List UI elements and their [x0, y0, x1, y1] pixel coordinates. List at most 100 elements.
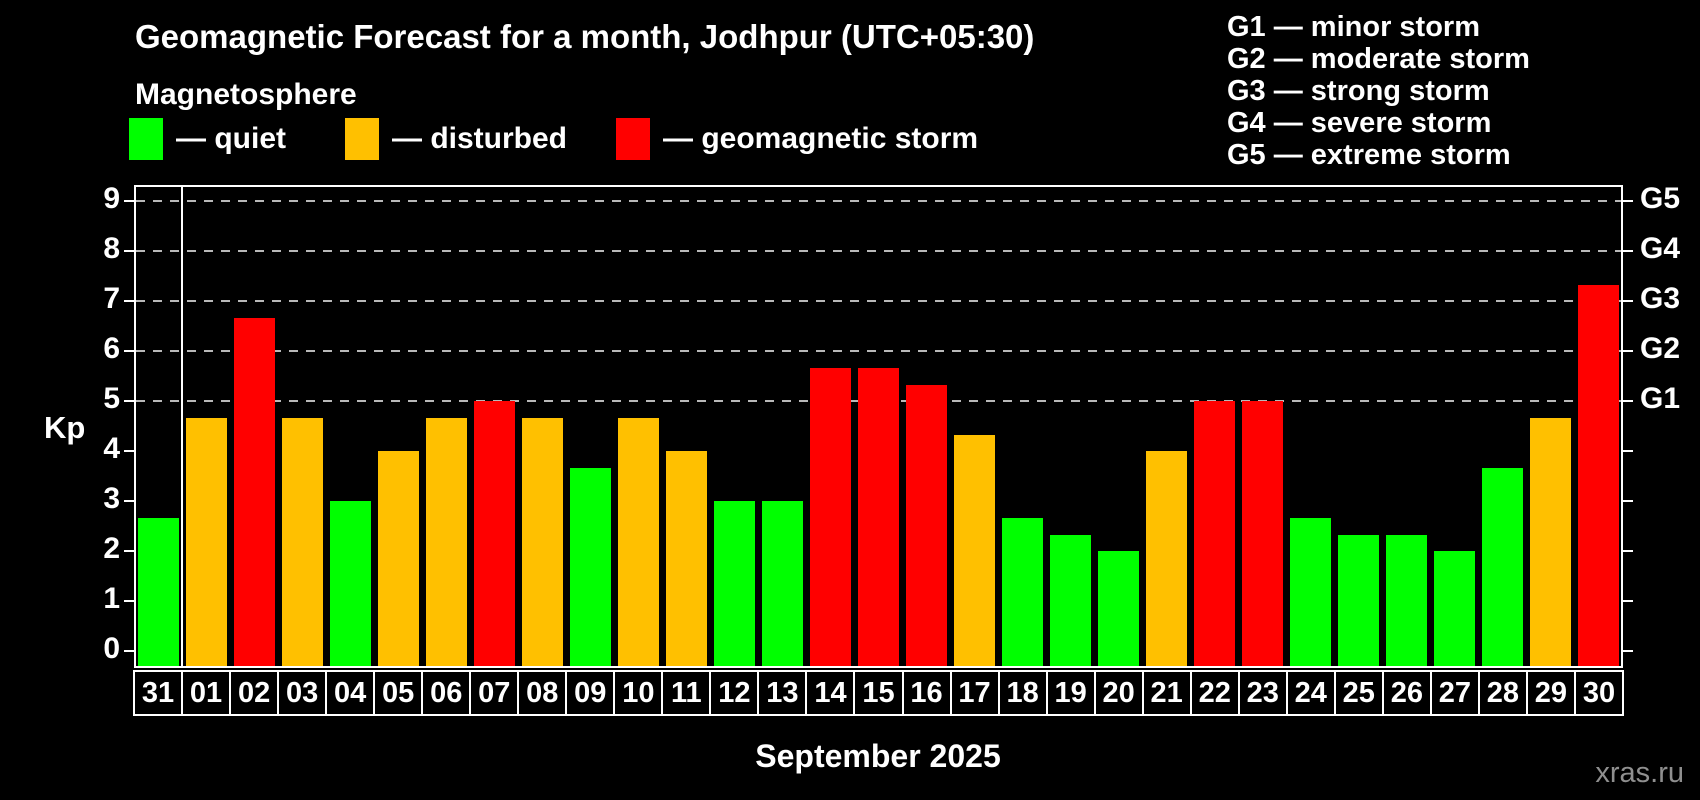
watermark: xras.ru — [1595, 757, 1684, 789]
x-tick-label-05: 05 — [373, 670, 424, 716]
x-tick-label-07: 07 — [469, 670, 520, 716]
y-tick-right-1 — [1623, 600, 1633, 602]
kp-bar-day-24 — [1290, 517, 1332, 666]
kp-bar-day-04 — [329, 501, 371, 666]
x-tick-label-24: 24 — [1285, 670, 1336, 716]
kp-bar-day-20 — [1098, 551, 1140, 666]
kp-bar-day-09 — [569, 467, 611, 666]
y-tick-label-6: 6 — [103, 332, 120, 365]
g-axis-label-G5: G5 — [1640, 182, 1681, 215]
chart-title: Geomagnetic Forecast for a month, Jodhpu… — [135, 18, 1035, 55]
g-legend-line-1: G1 — minor storm — [1227, 11, 1480, 43]
x-tick-label-10: 10 — [613, 670, 664, 716]
y-tick-right-9 — [1623, 200, 1633, 202]
kp-bar-day-30 — [1578, 284, 1620, 666]
x-tick-label-04: 04 — [325, 670, 376, 716]
month-separator-line — [181, 187, 184, 666]
y-tick-right-4 — [1623, 450, 1633, 452]
y-tick-right-3 — [1623, 500, 1633, 502]
kp-bar-day-07 — [473, 401, 515, 666]
kp-bar-day-23 — [1242, 401, 1284, 666]
kp-bar-day-14 — [809, 367, 851, 666]
kp-bar-day-31 — [137, 517, 179, 666]
gridline-kp8 — [136, 250, 1621, 252]
legend-label-quiet: — quiet — [176, 122, 286, 155]
y-tick-label-0: 0 — [103, 632, 120, 665]
y-axis-label: Kp — [44, 410, 86, 445]
g-legend-line-4: G4 — severe storm — [1227, 107, 1492, 139]
x-tick-label-14: 14 — [805, 670, 856, 716]
y-tick-right-8 — [1623, 250, 1633, 252]
g-legend-line-2: G2 — moderate storm — [1227, 43, 1530, 75]
y-tick-right-2 — [1623, 550, 1633, 552]
x-tick-label-17: 17 — [949, 670, 1000, 716]
g-axis-label-G1: G1 — [1640, 382, 1681, 415]
legend-swatch-quiet — [129, 118, 163, 160]
x-tick-label-03: 03 — [277, 670, 328, 716]
x-tick-label-06: 06 — [421, 670, 472, 716]
x-tick-label-19: 19 — [1045, 670, 1096, 716]
x-tick-label-22: 22 — [1189, 670, 1240, 716]
x-tick-label-31: 31 — [133, 670, 184, 716]
y-tick-label-9: 9 — [103, 182, 120, 215]
y-tick-left-4 — [124, 450, 134, 452]
legend-label-disturbed: — disturbed — [392, 122, 568, 155]
x-tick-label-28: 28 — [1477, 670, 1528, 716]
y-tick-label-5: 5 — [103, 382, 120, 415]
legend-label-storm: — geomagnetic storm — [663, 122, 979, 155]
x-tick-label-08: 08 — [517, 670, 568, 716]
y-tick-right-7 — [1623, 300, 1633, 302]
g-legend-line-3: G3 — strong storm — [1227, 75, 1490, 107]
y-tick-label-1: 1 — [103, 582, 120, 615]
kp-bar-day-05 — [377, 451, 419, 666]
gridline-kp9 — [136, 200, 1621, 202]
g-axis-label-G2: G2 — [1640, 332, 1681, 365]
y-tick-label-8: 8 — [103, 232, 120, 265]
y-tick-left-6 — [124, 350, 134, 352]
y-tick-left-8 — [124, 250, 134, 252]
kp-bar-day-16 — [906, 384, 948, 666]
g-legend-line-5: G5 — extreme storm — [1227, 139, 1511, 171]
x-tick-label-01: 01 — [181, 670, 232, 716]
x-tick-label-23: 23 — [1237, 670, 1288, 716]
y-tick-label-7: 7 — [103, 282, 120, 315]
x-tick-label-20: 20 — [1093, 670, 1144, 716]
x-tick-label-02: 02 — [229, 670, 280, 716]
x-tick-label-09: 09 — [565, 670, 616, 716]
kp-bar-day-27 — [1434, 551, 1476, 666]
kp-bar-day-02 — [233, 317, 275, 666]
chart-subtitle: Magnetosphere — [135, 78, 357, 111]
kp-bar-day-10 — [617, 417, 659, 666]
g-scale-legend: G1 — minor storm G2 — moderate storm G3 — … — [1227, 11, 1647, 171]
x-tick-label-16: 16 — [901, 670, 952, 716]
y-tick-left-5 — [124, 400, 134, 402]
x-tick-label-15: 15 — [853, 670, 904, 716]
x-tick-label-12: 12 — [709, 670, 760, 716]
kp-bar-day-18 — [1002, 517, 1044, 666]
x-tick-label-30: 30 — [1573, 670, 1624, 716]
kp-bar-day-08 — [521, 417, 563, 666]
legend-swatch-storm — [616, 118, 650, 160]
kp-bar-day-29 — [1530, 417, 1572, 666]
y-tick-left-9 — [124, 200, 134, 202]
y-tick-left-3 — [124, 500, 134, 502]
status-legend: — quiet — disturbed — geomagnetic storm — [0, 118, 1700, 162]
kp-bar-day-15 — [857, 367, 899, 666]
kp-bar-day-03 — [281, 417, 323, 666]
gridline-kp6 — [136, 350, 1621, 352]
y-tick-right-5 — [1623, 400, 1633, 402]
kp-bar-day-13 — [761, 501, 803, 666]
kp-bar-day-06 — [425, 417, 467, 666]
g-axis-label-G3: G3 — [1640, 282, 1681, 315]
kp-bar-day-01 — [185, 417, 227, 666]
y-tick-left-1 — [124, 600, 134, 602]
kp-bar-day-11 — [665, 451, 707, 666]
y-tick-right-6 — [1623, 350, 1633, 352]
x-tick-label-11: 11 — [661, 670, 712, 716]
x-axis-title: September 2025 — [755, 738, 1001, 774]
legend-swatch-disturbed — [345, 118, 379, 160]
kp-bar-day-17 — [954, 434, 996, 666]
gridline-kp7 — [136, 300, 1621, 302]
x-tick-label-26: 26 — [1381, 670, 1432, 716]
